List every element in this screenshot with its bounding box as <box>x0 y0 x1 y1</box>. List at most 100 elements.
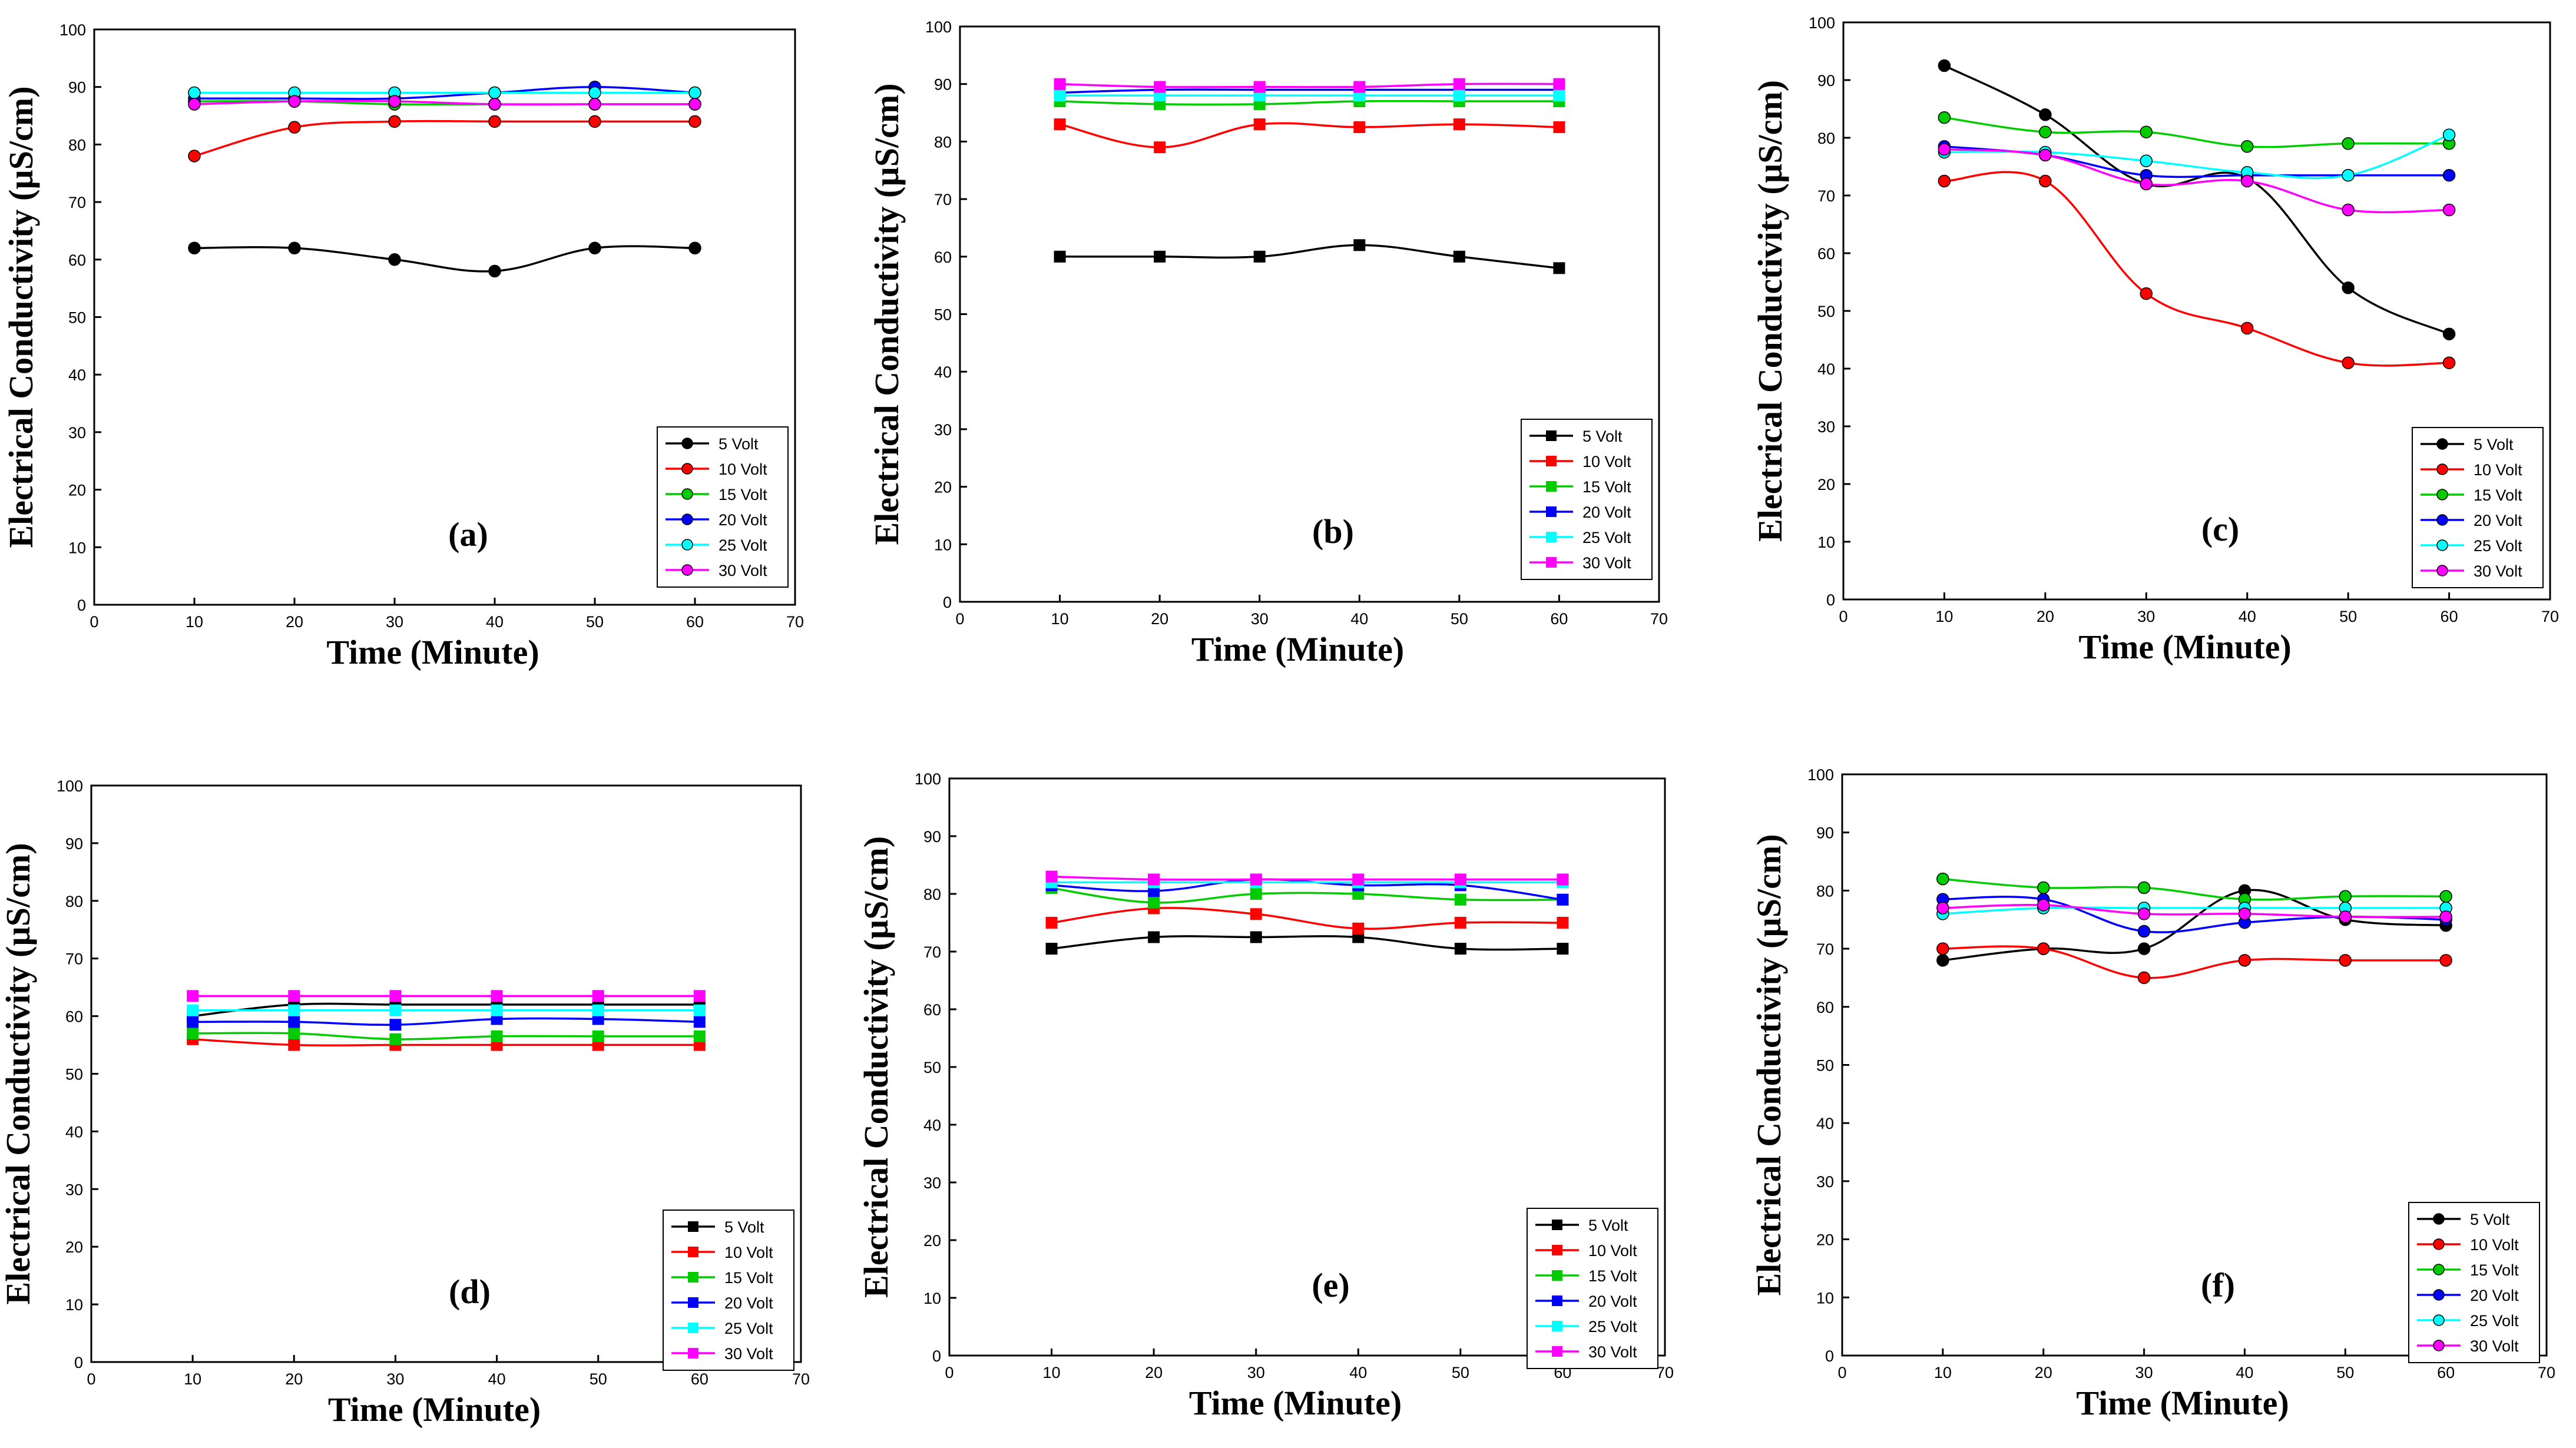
data-point <box>693 1004 706 1016</box>
chart-panel-3: 0 10 20 30 40 50 60 70 0 10 20 30 40 50 60 70 80 90 100 Tim… <box>1751 14 2559 666</box>
legend-entry: 15 Volt <box>1588 1267 1637 1285</box>
data-point <box>1253 250 1266 263</box>
series-20-volt <box>187 1013 706 1031</box>
x-tick-label: 60 <box>1550 610 1568 628</box>
series-5-volt <box>1054 239 1565 274</box>
data-point <box>2140 177 2153 191</box>
y-tick-label: 40 <box>1816 1115 1834 1132</box>
y-tick-label: 0 <box>1826 591 1835 609</box>
y-tick-label: 70 <box>934 191 952 208</box>
y-tick-label: 50 <box>1817 303 1835 320</box>
data-point <box>1454 943 1466 955</box>
y-tick-label: 80 <box>65 893 83 910</box>
legend-box <box>1527 1208 1658 1369</box>
series-10-volt <box>188 115 701 163</box>
legend-entry: 5 Volt <box>724 1218 764 1236</box>
data-point <box>2442 128 2456 141</box>
y-tick-label: 10 <box>68 539 86 556</box>
data-point <box>1045 870 1058 883</box>
x-tick-label: 60 <box>686 613 704 631</box>
legend-swatch-marker <box>1552 1270 1562 1281</box>
data-point <box>2140 154 2153 167</box>
data-point <box>2137 971 2151 985</box>
panel-label: (a) <box>448 515 488 554</box>
legend: 5 Volt 10 Volt 15 Volt 20 Volt 25 Volt 30 Vol… <box>1521 419 1653 580</box>
data-point <box>388 115 401 128</box>
series-5-volt <box>1045 931 1569 955</box>
data-point <box>388 95 401 108</box>
series-line <box>1059 82 1559 88</box>
data-point <box>288 1004 300 1016</box>
data-point <box>1557 943 1569 955</box>
legend: 5 Volt 10 Volt 15 Volt 20 Volt 25 Volt 30 Vol… <box>2412 427 2544 588</box>
data-point <box>1453 78 1465 90</box>
data-point <box>1553 78 1565 90</box>
legend-swatch-marker <box>2436 489 2448 501</box>
series-5-volt <box>188 241 701 278</box>
y-axis-title: Electrical Conductivity (µS/cm) <box>868 83 906 545</box>
legend-swatch-marker <box>1546 532 1557 542</box>
legend-box <box>1521 419 1653 580</box>
x-tick-label: 0 <box>87 1370 95 1388</box>
y-tick-label: 40 <box>68 366 86 384</box>
data-point <box>389 1033 402 1045</box>
data-point <box>1353 239 1366 251</box>
series-15-volt <box>187 1027 706 1045</box>
data-point <box>2339 954 2352 967</box>
y-tick-label: 80 <box>1817 130 1835 147</box>
data-point <box>2039 125 2052 138</box>
data-point <box>2342 137 2355 150</box>
series-line <box>1942 945 2446 979</box>
data-point <box>1148 896 1160 909</box>
data-point <box>588 115 601 128</box>
data-point <box>288 1027 300 1039</box>
legend-entry: 5 Volt <box>1582 428 1623 445</box>
data-point <box>2339 910 2352 923</box>
y-tick-label: 60 <box>1817 245 1835 263</box>
data-point <box>592 1004 604 1016</box>
y-tick-label: 20 <box>1816 1231 1834 1249</box>
data-point <box>2442 356 2456 369</box>
y-tick-label: 80 <box>68 136 86 154</box>
y-axis-title: Electrical Conductivity (µS/cm) <box>2 86 40 548</box>
legend: 5 Volt 10 Volt 15 Volt 20 Volt 25 Volt 30 Vol… <box>663 1210 794 1371</box>
series-line <box>1051 875 1563 881</box>
y-tick-label: 10 <box>1817 534 1835 551</box>
x-tick-label: 20 <box>1145 1364 1163 1381</box>
data-point <box>2037 942 2050 955</box>
data-point <box>592 1030 604 1042</box>
legend-swatch-marker <box>2433 1340 2445 1351</box>
y-tick-label: 20 <box>934 479 952 496</box>
y-tick-label: 80 <box>934 133 952 151</box>
series-10-volt <box>1045 902 1569 935</box>
data-point <box>2342 281 2355 294</box>
data-point <box>1557 893 1569 906</box>
series-line <box>193 1032 700 1041</box>
data-point <box>1938 59 1951 72</box>
data-point <box>1454 873 1466 886</box>
series-15-volt <box>1936 872 2452 906</box>
series-30-volt <box>1054 78 1565 93</box>
legend-swatch-marker <box>2433 1238 2445 1250</box>
legend-swatch-marker <box>2433 1289 2445 1301</box>
series-30-volt <box>1045 870 1569 886</box>
data-point <box>2439 954 2452 967</box>
y-tick-label: 30 <box>68 424 86 442</box>
legend-entry: 30 Volt <box>1588 1343 1637 1361</box>
legend-swatch-marker <box>1552 1220 1562 1230</box>
x-tick-label: 70 <box>792 1370 810 1388</box>
series-line <box>1943 64 2450 335</box>
legend-box <box>663 1210 794 1371</box>
data-point <box>2140 125 2153 138</box>
data-point <box>2342 356 2355 369</box>
data-point <box>1250 888 1262 900</box>
data-point <box>1557 917 1569 929</box>
legend-swatch-marker <box>2433 1314 2445 1326</box>
y-tick-label: 10 <box>923 1290 941 1307</box>
legend-entry: 10 Volt <box>2474 461 2522 479</box>
legend-entry: 15 Volt <box>719 486 767 503</box>
data-point <box>2339 890 2352 903</box>
data-point <box>1454 917 1466 929</box>
y-tick-label: 50 <box>65 1066 83 1083</box>
y-tick-label: 90 <box>65 835 83 853</box>
